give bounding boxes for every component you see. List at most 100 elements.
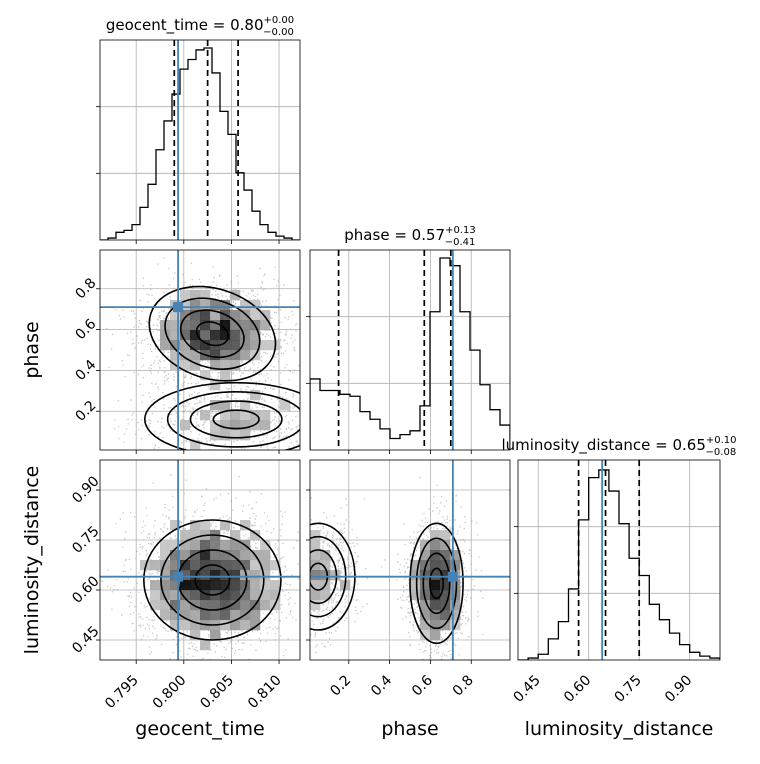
density-block	[430, 610, 441, 621]
density-block	[450, 610, 461, 621]
y-tick-label-phase-0: 0.2	[72, 398, 99, 425]
scatter-panel-geocent_time-luminosity_distance	[96, 459, 301, 664]
title-phase: phase = 0.57+0.13 −0.41	[344, 225, 475, 248]
density-block	[230, 310, 241, 321]
density-block	[250, 340, 261, 351]
density-block	[190, 350, 201, 361]
density-block	[450, 550, 461, 561]
density-block	[180, 560, 191, 571]
y-axis-label-row-1: phase	[21, 321, 43, 378]
density-block	[320, 570, 331, 581]
density-block	[170, 610, 181, 621]
density-block	[230, 620, 241, 631]
truth-marker	[173, 302, 184, 313]
density-block	[190, 330, 201, 341]
density-block	[180, 590, 191, 601]
density-block	[150, 590, 161, 601]
density-block	[430, 560, 441, 571]
density-block	[220, 560, 231, 571]
density-block	[210, 300, 221, 311]
contour-2-0-3	[409, 522, 464, 645]
density-block	[190, 360, 201, 371]
density-block	[190, 290, 201, 301]
density-block	[220, 550, 231, 561]
title-main-geocent_time: geocent_time = 0.80	[106, 16, 264, 35]
density-block	[160, 550, 171, 561]
scatter-panel-phase-luminosity_distance	[306, 459, 511, 664]
hist-panel-luminosity_distance: luminosity_distance = 0.65+0.10 −0.08	[501, 435, 737, 661]
density-block	[240, 430, 251, 441]
scatter-panel-geocent_time-phase	[96, 249, 301, 454]
density-block	[250, 390, 261, 401]
density-block	[190, 310, 201, 321]
density-block	[180, 620, 191, 631]
density-block	[240, 310, 251, 321]
x-axis-label-luminosity_distance: luminosity_distance	[525, 718, 714, 740]
density-block	[240, 560, 251, 571]
density-block	[410, 570, 421, 581]
density-block	[220, 330, 231, 341]
density-block	[270, 560, 281, 571]
density-block	[260, 590, 271, 601]
density-block	[220, 350, 231, 361]
density-block	[240, 350, 251, 361]
density-block	[420, 570, 431, 581]
density-block	[170, 580, 181, 591]
density-block	[150, 600, 161, 611]
density-block	[230, 430, 241, 441]
density-block	[210, 420, 221, 431]
density-block	[320, 550, 331, 561]
density-block	[260, 420, 271, 431]
title-plus-geocent_time: +0.00	[264, 15, 295, 26]
density-block	[200, 310, 211, 321]
density-block	[190, 550, 201, 561]
density-block	[200, 640, 211, 651]
density-block	[260, 310, 271, 321]
density-block	[240, 590, 251, 601]
density-block	[170, 520, 181, 531]
density-block	[200, 370, 211, 381]
density-block	[430, 600, 441, 611]
panel-frame	[99, 249, 301, 451]
panel-frame	[309, 249, 511, 451]
density-block	[220, 610, 231, 621]
density-block	[200, 340, 211, 351]
density-block	[200, 410, 211, 421]
density-block	[220, 340, 231, 351]
x-tick-label-luminosity_distance-2: 0.75	[612, 672, 645, 705]
contour-0-0-1	[180, 309, 245, 359]
density-block	[200, 330, 211, 341]
density-block	[430, 590, 441, 601]
density-block	[230, 580, 241, 591]
hist-panel-phase: phase = 0.57+0.13 −0.41	[306, 225, 511, 454]
density-block	[190, 340, 201, 351]
density-block	[180, 600, 191, 611]
density-block	[200, 570, 211, 581]
density-block	[210, 540, 221, 551]
density-block	[170, 540, 181, 551]
density-block	[170, 600, 181, 611]
density-block	[210, 610, 221, 621]
density-block	[240, 550, 251, 561]
density-block	[240, 420, 251, 431]
y-tick-label-phase-3: 0.8	[72, 275, 99, 302]
density-block	[160, 540, 171, 551]
density-block	[410, 580, 421, 591]
density-block	[260, 580, 271, 591]
contour-2-0-1	[422, 552, 451, 615]
panel-frame	[309, 459, 511, 661]
x-axis-label-phase: phase	[381, 718, 438, 740]
density-block	[160, 330, 171, 341]
panel-frame	[517, 459, 721, 661]
density-block	[170, 340, 181, 351]
density-block	[200, 600, 211, 611]
density-block	[170, 350, 181, 361]
density-block	[220, 590, 231, 601]
density-block	[160, 560, 171, 571]
density-block	[170, 560, 181, 571]
density-block	[230, 570, 241, 581]
density-block	[180, 340, 191, 351]
density-block	[190, 540, 201, 551]
density-block	[420, 580, 431, 591]
density-block	[240, 620, 251, 631]
